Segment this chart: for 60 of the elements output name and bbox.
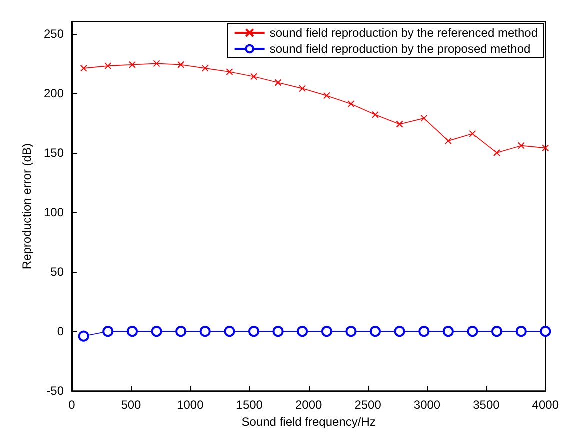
point	[516, 326, 527, 338]
y-tick-label: 150	[44, 146, 64, 160]
point	[518, 142, 525, 150]
point	[78, 330, 90, 342]
point	[469, 130, 476, 138]
point	[493, 149, 500, 156]
point	[442, 326, 454, 338]
point	[274, 79, 282, 86]
point	[321, 326, 332, 338]
x-tick-label: 0	[68, 398, 76, 412]
point	[467, 326, 478, 338]
legend-label: sound field reproduction by the proposed method	[270, 42, 531, 56]
y-tick-label: 250	[44, 26, 64, 41]
x-tick-label: 1500	[236, 398, 264, 412]
point	[542, 144, 550, 152]
y-tick-label: 0	[57, 324, 64, 339]
point	[104, 62, 112, 70]
point	[178, 61, 185, 68]
point	[370, 326, 381, 338]
point	[540, 326, 552, 338]
point	[299, 85, 306, 92]
point	[151, 326, 162, 338]
point	[394, 326, 406, 338]
x-tick-label: 2000	[295, 398, 322, 412]
point	[200, 326, 211, 338]
x-tick-label: 4000	[532, 398, 560, 412]
x-tick-label: 500	[121, 398, 142, 412]
point	[420, 114, 428, 122]
y-tick-label: 50	[50, 265, 64, 280]
point	[202, 64, 209, 72]
y-tick-label: -50	[46, 384, 64, 398]
point	[127, 326, 138, 338]
point	[323, 92, 330, 100]
x-tick-label: 3000	[414, 398, 441, 412]
point	[248, 326, 260, 338]
x-tick-label: 1000	[177, 398, 204, 412]
point	[444, 138, 452, 145]
point	[418, 326, 430, 338]
point	[372, 111, 379, 118]
x-tick-label: 3500	[473, 398, 500, 412]
point	[129, 61, 136, 68]
point	[346, 326, 357, 338]
point	[176, 326, 187, 338]
point	[153, 60, 160, 68]
point	[80, 64, 88, 72]
point	[250, 73, 258, 80]
point	[226, 68, 234, 76]
point	[396, 120, 404, 128]
legend-label: sound field reproduction by the referenced method	[270, 26, 538, 40]
x-tick-label: 2500	[354, 398, 382, 412]
y-tick-label: 200	[44, 86, 64, 100]
y-axis-title: Reproduction error (dB)	[20, 144, 34, 270]
x-axis-title: Sound field frequency/Hz	[242, 415, 376, 429]
point	[272, 326, 284, 338]
point	[348, 100, 355, 108]
point	[297, 326, 308, 338]
point	[491, 326, 502, 338]
point	[224, 326, 236, 338]
y-tick-label: 100	[44, 206, 64, 220]
point	[102, 326, 114, 338]
